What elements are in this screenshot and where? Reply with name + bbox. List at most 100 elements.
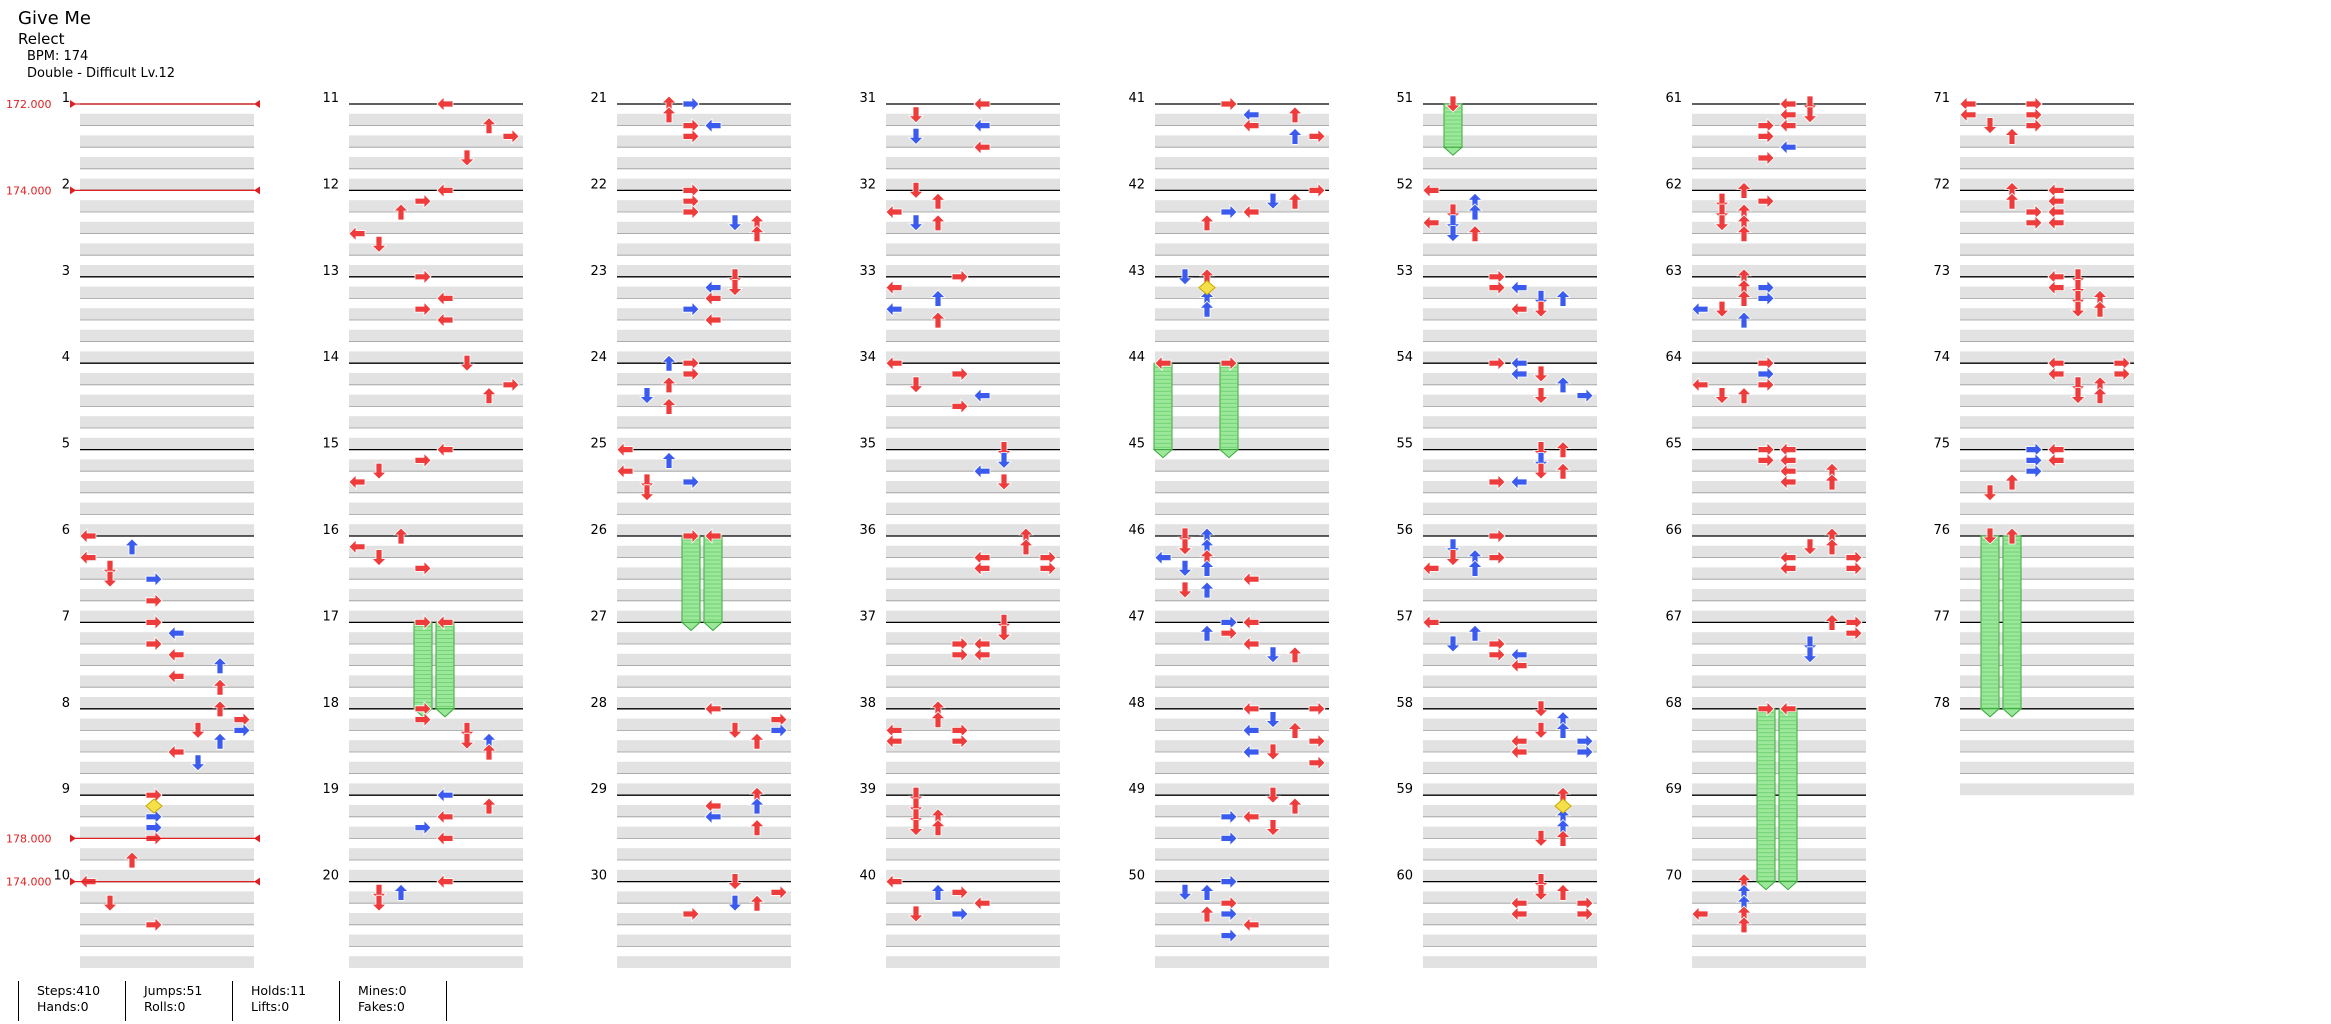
down-arrow-icon	[1802, 95, 1818, 113]
right-arrow-icon	[1308, 754, 1326, 771]
beat-stripe	[617, 481, 791, 493]
beat-stripe	[80, 913, 254, 925]
beat-stripe	[1155, 157, 1329, 169]
left-arrow-icon	[348, 474, 366, 490]
beat-stripe	[617, 394, 791, 407]
right-arrow-icon	[145, 614, 163, 631]
left-arrow-icon	[1422, 614, 1440, 631]
left-arrow-icon	[973, 560, 991, 577]
beat-stripe	[1692, 632, 1866, 644]
down-arrow-icon	[727, 214, 743, 232]
up-arrow-icon	[1467, 225, 1483, 243]
down-arrow-icon	[459, 354, 475, 372]
left-arrow-icon	[1422, 182, 1440, 199]
right-arrow-icon	[233, 722, 251, 739]
measure-number: 32	[859, 177, 876, 192]
beat-stripe	[1692, 157, 1866, 169]
measure-number: 67	[1665, 609, 1682, 624]
up-arrow-icon	[393, 527, 409, 545]
beat-stripe	[1423, 934, 1597, 947]
beat-stripe	[349, 243, 523, 256]
left-arrow-icon	[704, 117, 722, 134]
up-arrow-icon	[2004, 473, 2020, 491]
up-arrow-icon	[930, 192, 946, 210]
right-arrow-icon	[1757, 376, 1775, 393]
down-arrow-icon	[1982, 484, 1998, 502]
beat-stripe	[1155, 891, 1329, 904]
beat-stripe	[617, 826, 791, 839]
right-arrow-icon	[1757, 700, 1775, 717]
right-arrow-icon	[414, 268, 432, 285]
hold-body	[1778, 708, 1798, 883]
mine-icon	[1198, 279, 1216, 296]
beat-stripe	[349, 913, 523, 925]
left-arrow-icon	[1959, 96, 1977, 112]
beat-stripe	[1155, 178, 1329, 191]
beat-stripe	[1423, 329, 1597, 342]
beat-stripe	[349, 135, 523, 148]
beat-stripe	[1155, 329, 1329, 342]
beat-stripe	[1692, 459, 1866, 472]
beat-stripe	[1155, 610, 1329, 623]
down-arrow-icon	[908, 786, 924, 804]
beat-stripe	[1423, 437, 1597, 450]
left-arrow-icon	[704, 808, 722, 825]
beat-stripe	[349, 761, 523, 774]
down-arrow-icon	[1265, 711, 1281, 729]
up-arrow-icon	[1736, 311, 1752, 329]
left-arrow-icon	[348, 538, 366, 555]
beat-stripe	[1960, 740, 2134, 752]
left-arrow-icon	[1510, 301, 1528, 318]
left-arrow-icon	[1242, 744, 1260, 760]
beat-stripe	[617, 157, 791, 169]
measure-number: 35	[859, 437, 876, 452]
beat-stripe	[1423, 502, 1597, 515]
down-arrow-icon	[996, 451, 1012, 469]
measure-number: 73	[1933, 264, 1950, 279]
beat-stripe	[349, 437, 523, 450]
measure-number: 34	[859, 350, 876, 365]
beat-stripe	[1423, 632, 1597, 644]
beat-stripe	[1155, 200, 1329, 212]
left-arrow-icon	[1242, 700, 1260, 717]
right-arrow-icon	[682, 528, 700, 544]
right-arrow-icon	[1576, 387, 1594, 404]
beat-stripe	[80, 113, 254, 126]
down-arrow-icon	[2070, 279, 2086, 297]
right-arrow-icon	[1220, 906, 1238, 922]
beat-stripe	[1692, 243, 1866, 256]
measure-number: 11	[322, 91, 339, 106]
beat-stripe	[1960, 459, 2134, 472]
measure-number: 12	[322, 177, 339, 192]
hold-body	[413, 621, 433, 710]
beat-stripe	[617, 329, 791, 342]
beat-stripe	[1692, 286, 1866, 299]
down-arrow-icon	[1445, 203, 1461, 221]
hold-tail	[1979, 708, 2001, 718]
beat-stripe	[1423, 265, 1597, 277]
measure-number: 13	[322, 264, 339, 279]
beat-stripe	[349, 308, 523, 320]
beat-stripe	[1155, 869, 1329, 882]
up-arrow-icon	[661, 376, 677, 394]
hold-tail	[2001, 708, 2023, 718]
beat-stripe	[1423, 200, 1597, 212]
beat-stripe	[1960, 113, 2134, 126]
beat-stripe	[1692, 567, 1866, 580]
beat-stripe	[80, 416, 254, 428]
rolls-count: Rolls:0	[144, 999, 186, 1014]
beat-stripe	[886, 913, 1060, 925]
down-arrow-icon	[1533, 722, 1549, 739]
beat-stripe	[1960, 373, 2134, 385]
beat-stripe	[1155, 545, 1329, 558]
beat-stripe	[886, 459, 1060, 472]
right-arrow-icon	[1308, 182, 1326, 199]
down-arrow-icon	[908, 127, 924, 145]
beat-stripe	[886, 178, 1060, 191]
up-arrow-icon	[1287, 127, 1303, 145]
beat-stripe	[1423, 891, 1597, 904]
up-arrow-icon	[661, 354, 677, 372]
down-arrow-icon	[1802, 646, 1818, 664]
beat-stripe	[80, 545, 254, 558]
beat-stripe	[1423, 459, 1597, 472]
